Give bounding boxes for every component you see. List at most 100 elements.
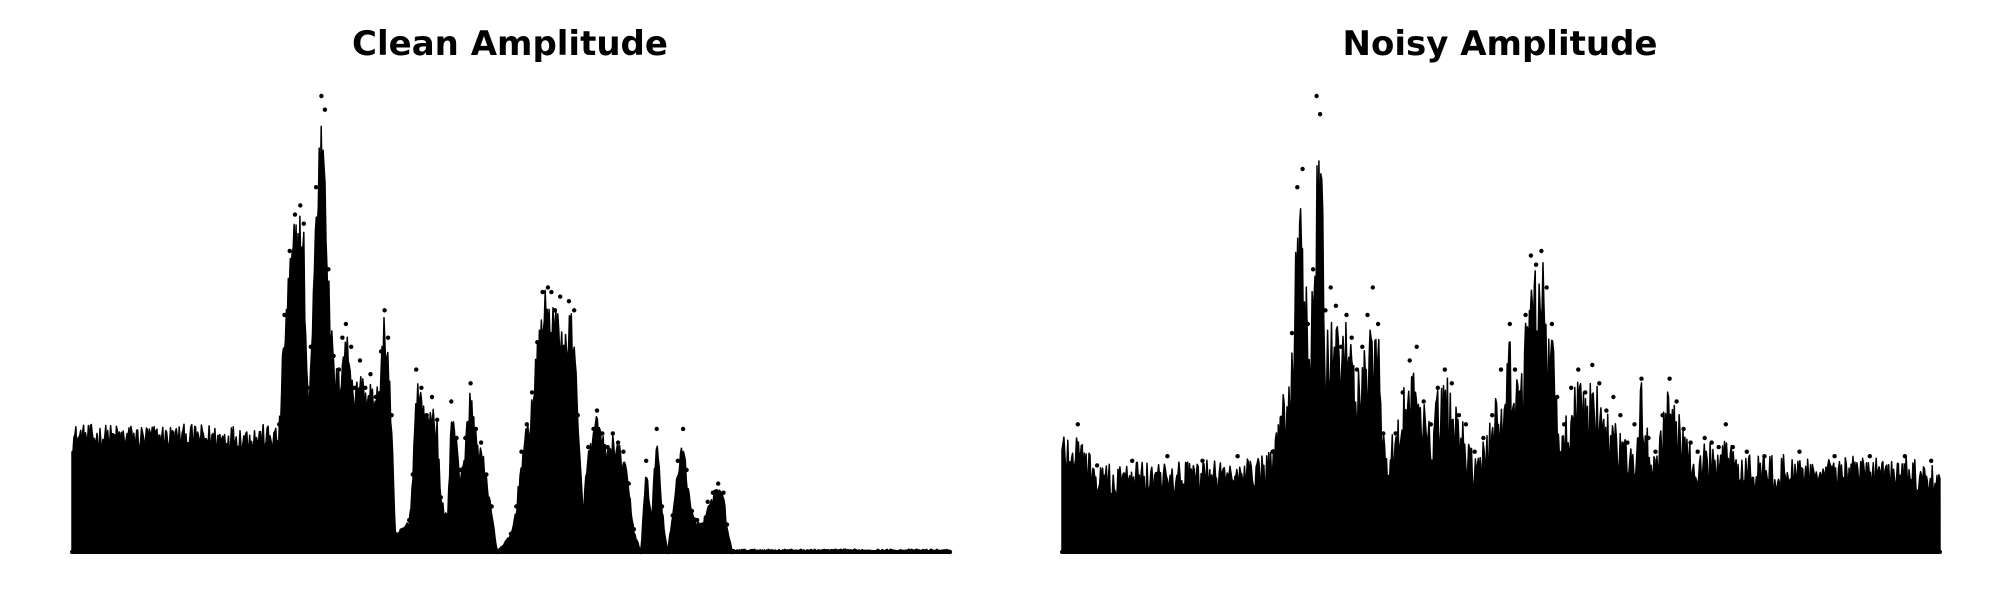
noisy-amplitude-peak-point [1632,422,1636,426]
noisy-amplitude-peak-point [1350,336,1354,340]
clean-amplitude-peak-point [479,440,483,444]
clean-amplitude-peak-point [340,336,344,340]
noisy-amplitude-peak-point [1660,413,1664,417]
clean-amplitude-plot [60,0,960,600]
clean-amplitude-peak-point [386,336,390,340]
noisy-amplitude-peak-point [1724,422,1728,426]
noisy-amplitude-peak-point [1717,445,1721,449]
noisy-amplitude-peak-point [1929,459,1933,463]
noisy-amplitude-peak-point [1376,322,1380,326]
clean-amplitude-peak-point [649,513,653,517]
noisy-amplitude-peak-point [1513,367,1517,371]
noisy-amplitude-peak-point [1095,463,1099,467]
noisy-amplitude-peak-point [1745,450,1749,454]
noisy-amplitude-peak-point [1562,422,1566,426]
noisy-amplitude-peak-point [1688,440,1692,444]
clean-amplitude-peak-point [567,299,571,303]
clean-amplitude-peak-point [572,308,576,312]
clean-amplitude-peak-point [458,468,462,472]
clean-amplitude-peak-point [309,345,313,349]
noisy-amplitude-peak-point [1295,185,1299,189]
clean-amplitude-peak-point [344,322,348,326]
clean-amplitude-peak-point [277,422,281,426]
noisy-amplitude-peak-point [1604,408,1608,412]
clean-amplitude-peak-point [474,427,478,431]
noisy-amplitude-peak-point [1539,249,1543,253]
clean-amplitude-peak-point [530,390,534,394]
clean-amplitude-peak-point [716,481,720,485]
noisy-amplitude-peak-point [1710,440,1714,444]
clean-amplitude-peak-point [358,358,362,362]
clean-amplitude-peak-point [337,367,341,371]
noisy-amplitude-peak-point [1618,413,1622,417]
noisy-amplitude-peak-point [1639,377,1643,381]
clean-amplitude-peak-point [490,504,494,508]
noisy-amplitude-peak-point [1903,454,1907,458]
clean-amplitude-peak-point [468,381,472,385]
noisy-amplitude-series-area [1062,161,1940,552]
clean-amplitude-peak-point [314,185,318,189]
clean-amplitude-peak-point [581,504,585,508]
clean-amplitude-peak-point [430,395,434,399]
noisy-amplitude-peak-point [1481,436,1485,440]
noisy-amplitude-peak-point [1703,436,1707,440]
clean-amplitude-peak-point [535,340,539,344]
noisy-amplitude-plot [1050,0,1950,600]
clean-amplitude-peak-point [611,431,615,435]
noisy-amplitude-peak-point [1429,422,1433,426]
clean-amplitude-peak-point [725,522,729,526]
clean-amplitude-peak-point [382,308,386,312]
noisy-amplitude-peak-point [1401,390,1405,394]
clean-amplitude-peak-point [684,468,688,472]
clean-amplitude-peak-point [660,504,664,508]
noisy-amplitude-peak-point [1550,322,1554,326]
clean-amplitude-peak-point [514,504,518,508]
noisy-amplitude-panel: Noisy Amplitude [1050,0,1950,600]
noisy-amplitude-peak-point [1408,358,1412,362]
noisy-amplitude-peak-point [1646,436,1650,440]
noisy-amplitude-peak-point [1762,454,1766,458]
noisy-amplitude-peak-point [1490,413,1494,417]
clean-amplitude-peak-point [540,290,544,294]
noisy-amplitude-peak-point [1545,285,1549,289]
noisy-amplitude-peak-point [1271,450,1275,454]
clean-amplitude-panel: Clean Amplitude [60,0,960,600]
clean-amplitude-peak-point [353,386,357,390]
clean-amplitude-peak-point [595,408,599,412]
clean-amplitude-peak-point [676,459,680,463]
clean-amplitude-peak-point [644,459,648,463]
clean-amplitude-peak-point [549,290,553,294]
noisy-amplitude-peak-point [1667,377,1671,381]
noisy-amplitude-peak-point [1569,386,1573,390]
noisy-amplitude-peak-point [1355,367,1359,371]
noisy-amplitude-peak-point [1674,399,1678,403]
clean-amplitude-peak-point [331,354,335,358]
clean-amplitude-peak-point [319,94,323,98]
noisy-amplitude-peak-point [1290,331,1294,335]
clean-amplitude-peak-point [439,495,443,499]
clean-amplitude-peak-point [509,532,513,536]
noisy-amplitude-peak-point [1393,431,1397,435]
noisy-amplitude-peak-point [1464,422,1468,426]
noisy-amplitude-peak-point [1371,285,1375,289]
noisy-amplitude-peak-point [1165,454,1169,458]
clean-amplitude-peak-point [302,222,306,226]
clean-amplitude-peak-point [368,372,372,376]
noisy-amplitude-peak-point [1344,313,1348,317]
clean-amplitude-peak-point [600,431,604,435]
clean-amplitude-peak-point [393,532,397,536]
noisy-amplitude-peak-point [1625,440,1629,444]
noisy-amplitude-peak-point [1436,386,1440,390]
clean-amplitude-peak-point [288,249,292,253]
noisy-amplitude-peak-point [1360,345,1364,349]
noisy-amplitude-peak-point [1365,313,1369,317]
noisy-amplitude-peak-point [1508,322,1512,326]
noisy-amplitude-peak-point [1443,367,1447,371]
clean-amplitude-peak-point [519,450,523,454]
clean-amplitude-peak-point [546,285,550,289]
noisy-amplitude-peak-point [1529,253,1533,257]
noisy-amplitude-peak-point [1422,399,1426,403]
noisy-amplitude-peak-point [1499,367,1503,371]
clean-amplitude-peak-point [363,386,367,390]
clean-amplitude-peak-point [605,445,609,449]
